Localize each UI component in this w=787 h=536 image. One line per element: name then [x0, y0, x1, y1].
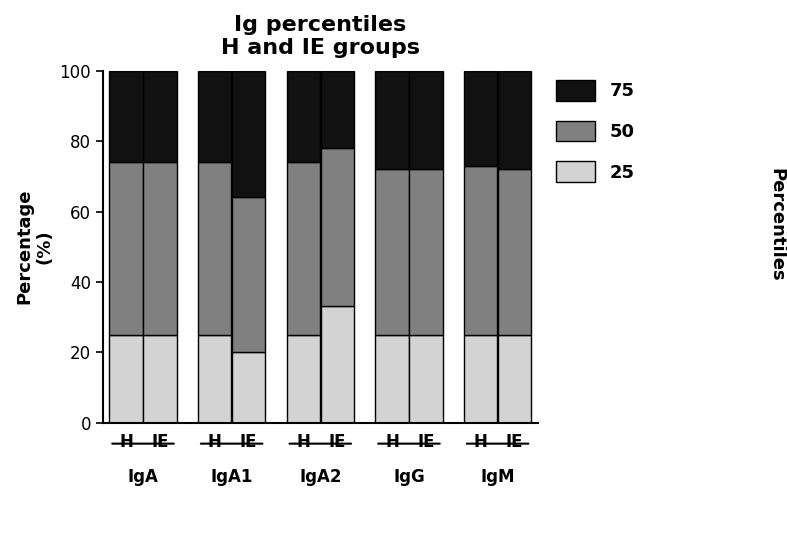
- Bar: [375, 169, 408, 334]
- Bar: [109, 71, 142, 162]
- Bar: [498, 334, 531, 422]
- Bar: [375, 334, 408, 422]
- Bar: [286, 71, 320, 162]
- Bar: [286, 334, 320, 422]
- Bar: [320, 307, 354, 422]
- Text: IgA: IgA: [127, 468, 158, 486]
- Text: IgG: IgG: [393, 468, 425, 486]
- Bar: [143, 162, 176, 334]
- Bar: [464, 71, 497, 166]
- Bar: [232, 197, 265, 352]
- Y-axis label: Percentage
(%): Percentage (%): [15, 189, 54, 304]
- Bar: [498, 71, 531, 169]
- Bar: [143, 71, 176, 162]
- Bar: [109, 334, 142, 422]
- Bar: [409, 169, 442, 334]
- Legend: 75, 50, 25: 75, 50, 25: [556, 80, 634, 182]
- Text: Percentiles: Percentiles: [767, 168, 785, 282]
- Bar: [143, 334, 176, 422]
- Bar: [320, 148, 354, 307]
- Bar: [409, 334, 442, 422]
- Bar: [286, 162, 320, 334]
- Text: IgM: IgM: [480, 468, 515, 486]
- Bar: [232, 71, 265, 197]
- Bar: [320, 71, 354, 148]
- Title: Ig percentiles
H and IE groups: Ig percentiles H and IE groups: [221, 15, 419, 58]
- Bar: [232, 352, 265, 422]
- Bar: [375, 71, 408, 169]
- Bar: [464, 334, 497, 422]
- Bar: [198, 334, 231, 422]
- Bar: [409, 71, 442, 169]
- Bar: [464, 166, 497, 334]
- Text: IgA2: IgA2: [299, 468, 342, 486]
- Bar: [198, 162, 231, 334]
- Bar: [109, 162, 142, 334]
- Bar: [198, 71, 231, 162]
- Text: IgA1: IgA1: [210, 468, 253, 486]
- Bar: [498, 169, 531, 334]
